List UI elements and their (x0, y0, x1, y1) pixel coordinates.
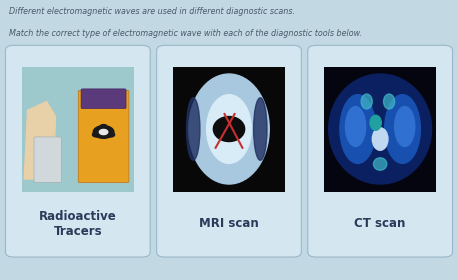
Circle shape (93, 132, 100, 137)
Ellipse shape (340, 95, 376, 164)
Text: Different electromagnetic waves are used in different diagnostic scans.: Different electromagnetic waves are used… (9, 7, 295, 16)
Ellipse shape (361, 94, 372, 109)
Ellipse shape (345, 106, 365, 146)
Text: Radioactive
Tracers: Radioactive Tracers (39, 210, 117, 238)
FancyBboxPatch shape (81, 89, 126, 109)
Text: CT scan: CT scan (354, 217, 406, 230)
Ellipse shape (372, 128, 388, 150)
Text: MRI scan: MRI scan (199, 217, 259, 230)
FancyBboxPatch shape (78, 90, 129, 183)
Ellipse shape (370, 115, 381, 130)
FancyBboxPatch shape (34, 137, 61, 182)
Ellipse shape (254, 98, 267, 160)
Ellipse shape (207, 95, 251, 164)
Ellipse shape (383, 94, 395, 109)
Circle shape (93, 126, 114, 138)
Ellipse shape (395, 106, 415, 146)
Circle shape (100, 125, 107, 129)
Ellipse shape (385, 95, 420, 164)
Ellipse shape (189, 74, 269, 184)
Ellipse shape (329, 74, 431, 184)
Ellipse shape (186, 98, 200, 160)
Circle shape (107, 132, 114, 137)
Circle shape (99, 129, 108, 135)
FancyBboxPatch shape (324, 67, 436, 192)
Ellipse shape (213, 116, 245, 141)
FancyBboxPatch shape (5, 45, 150, 257)
FancyBboxPatch shape (157, 45, 301, 257)
Ellipse shape (373, 158, 387, 170)
Text: Match the correct type of electromagnetic wave with each of the diagnostic tools: Match the correct type of electromagneti… (9, 29, 362, 38)
FancyBboxPatch shape (308, 45, 453, 257)
FancyBboxPatch shape (22, 67, 134, 192)
FancyBboxPatch shape (173, 67, 285, 192)
Polygon shape (24, 102, 55, 179)
